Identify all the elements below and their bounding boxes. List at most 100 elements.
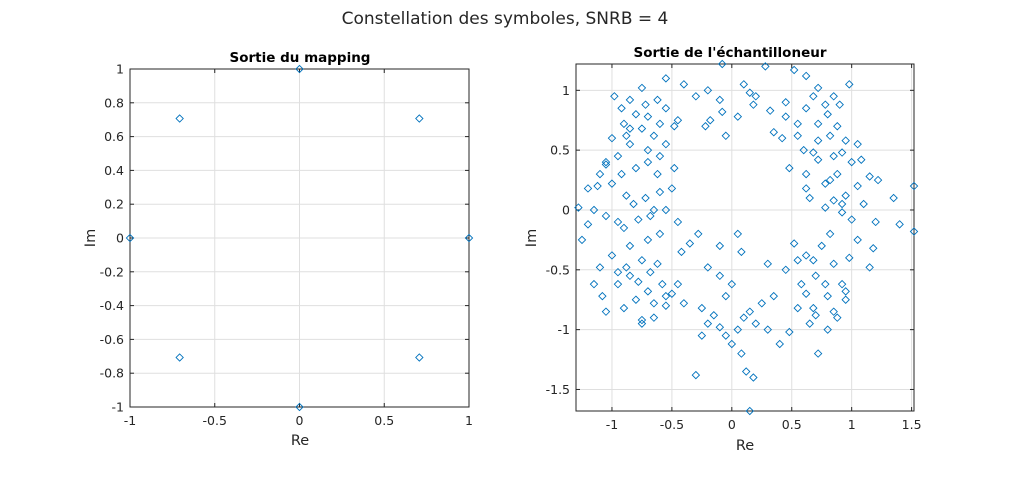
plot-sampler-data-point xyxy=(694,229,703,239)
plot-sampler-xtick-label: 0 xyxy=(728,417,736,432)
plot-sampler-data-point xyxy=(781,98,790,107)
plot-mapping-xlabel: Re xyxy=(291,433,309,449)
plot-sampler-data-point xyxy=(813,119,823,129)
plot-sampler-ytick-label: -1.5 xyxy=(546,382,570,397)
plot-sampler-data-point xyxy=(727,279,737,289)
plot-sampler-data-point xyxy=(721,131,731,141)
plot-sampler-data-point xyxy=(871,217,880,227)
plot-sampler-data-point xyxy=(909,181,919,191)
plot-sampler-data-point xyxy=(737,349,746,358)
plot-sampler-xtick-label: 0.5 xyxy=(782,417,802,432)
plot-mapping-ytick-label: 1 xyxy=(116,62,124,77)
plot-sampler-data-point xyxy=(721,331,731,340)
plot-sampler-data-point xyxy=(691,370,701,380)
plot-sampler-data-point xyxy=(701,121,710,131)
plot-sampler-data-point xyxy=(641,193,650,203)
plot-sampler-data-point xyxy=(613,151,623,161)
plot-sampler-data-point xyxy=(811,271,820,281)
plot-sampler-data-point xyxy=(613,267,623,277)
plot-sampler-data-point xyxy=(613,217,623,227)
plot-sampler-data-point xyxy=(805,319,814,328)
plot-sampler-data-point xyxy=(583,220,593,229)
plot-sampler-data-point xyxy=(817,241,826,251)
plot-sampler-data-point xyxy=(673,217,683,227)
plot-mapping: Sortie du mapping -1 -0.5 0 0.5 1-1-0.8-0.6-… xyxy=(83,50,474,449)
plot-sampler-data-point xyxy=(769,127,779,137)
plot-sampler-data-point xyxy=(655,119,665,129)
plot-sampler-xtick-label: 1.5 xyxy=(902,417,922,432)
plot-sampler-data-point xyxy=(833,121,842,131)
plot-sampler-title: Sortie de l'échantilloneur xyxy=(633,45,826,61)
plot-sampler-data-point xyxy=(667,184,677,193)
plot-sampler-data-point xyxy=(637,124,647,133)
plot-sampler-data-point xyxy=(751,319,761,328)
plot-sampler-data-point xyxy=(661,74,671,83)
plot-sampler-data-point xyxy=(733,229,743,239)
plot-sampler-data-point xyxy=(643,112,653,121)
plot-sampler-data-point xyxy=(617,169,626,179)
plot-sampler-frame xyxy=(575,63,915,412)
plot-sampler-data-point xyxy=(847,157,856,167)
plot-sampler-ytick-label: -1 xyxy=(558,322,570,337)
plot-sampler-ytick-label: 1 xyxy=(562,83,570,98)
plot-sampler-data-point xyxy=(793,119,802,129)
plot-sampler-data-point xyxy=(607,133,617,143)
plot-sampler-data-point xyxy=(679,299,689,308)
plot-sampler-data-point xyxy=(715,241,725,251)
plot-sampler-data-point xyxy=(643,287,653,296)
plot-sampler-data-point xyxy=(813,136,823,145)
plot-sampler-data-point xyxy=(653,259,662,269)
plot-sampler: Sortie de l'échantilloneur -1 -0.5 0 0.5 1 1.… xyxy=(524,45,922,454)
plot-sampler-data-point xyxy=(785,163,794,173)
plot-sampler-data-point xyxy=(661,205,671,215)
plot-sampler-data-point xyxy=(801,251,811,260)
plot-sampler-data-point xyxy=(631,163,641,173)
plot-mapping-data-point xyxy=(295,402,304,412)
plot-sampler-data-point xyxy=(873,175,883,185)
plot-sampler-data-point xyxy=(751,92,761,101)
plot-sampler-data-point xyxy=(721,291,731,301)
plot-sampler-data-point xyxy=(821,279,830,289)
plot-sampler-data-point xyxy=(757,299,767,308)
plot-sampler-data-point xyxy=(643,145,653,155)
plot-sampler-data-point xyxy=(809,303,818,313)
plot-mapping-data-point xyxy=(415,353,424,362)
plot-sampler-data-point xyxy=(601,157,611,167)
plot-sampler-data-point xyxy=(643,157,653,167)
plot-sampler-data-point xyxy=(653,169,662,179)
plot-sampler-data-point xyxy=(801,184,811,193)
plot-mapping-data-point xyxy=(175,114,184,123)
plot-mapping-ytick-label: -0.6 xyxy=(100,332,124,347)
plot-sampler-data-point xyxy=(789,65,799,75)
plot-sampler-ytick-label: -0.5 xyxy=(546,262,570,277)
plot-sampler-data-point xyxy=(655,229,665,239)
plot-sampler-data-point xyxy=(889,193,898,203)
plot-sampler-data-point xyxy=(741,367,751,376)
plot-sampler-data-point xyxy=(625,139,635,149)
plot-sampler-data-point xyxy=(727,339,737,349)
plot-sampler-data-point xyxy=(749,100,758,109)
plot-sampler-data-point xyxy=(641,100,650,109)
plot-sampler-data-point xyxy=(622,263,631,272)
plot-mapping-ytick-label: 0.4 xyxy=(104,163,124,178)
plot-sampler-data-point xyxy=(610,92,619,101)
plot-sampler-data-point xyxy=(765,106,775,115)
plot-sampler-data-point xyxy=(841,287,850,296)
plot-sampler-data-point xyxy=(829,92,838,101)
plot-sampler-data-point xyxy=(837,199,847,209)
plot-sampler-data-point xyxy=(613,279,623,289)
plot-sampler-data-point xyxy=(737,247,746,257)
plot-sampler-data-point xyxy=(763,325,773,334)
plot-mapping-xtick-label: 0 xyxy=(296,413,304,428)
plot-sampler-data-point xyxy=(823,110,832,119)
plot-sampler-data-point xyxy=(661,291,671,301)
plot-sampler-data-point xyxy=(825,131,835,141)
plot-mapping-ytick-label: 0.6 xyxy=(104,129,124,144)
plot-sampler-data-point xyxy=(691,92,701,101)
plot-sampler-data-point xyxy=(801,71,811,81)
plot-sampler-data-point xyxy=(841,136,850,145)
plot-sampler-data-point xyxy=(637,319,647,328)
plot-mapping-ytick-label: -0.4 xyxy=(100,298,124,313)
plot-sampler-xtick-label: -1 xyxy=(606,417,618,432)
plot-sampler-data-point xyxy=(677,247,686,257)
